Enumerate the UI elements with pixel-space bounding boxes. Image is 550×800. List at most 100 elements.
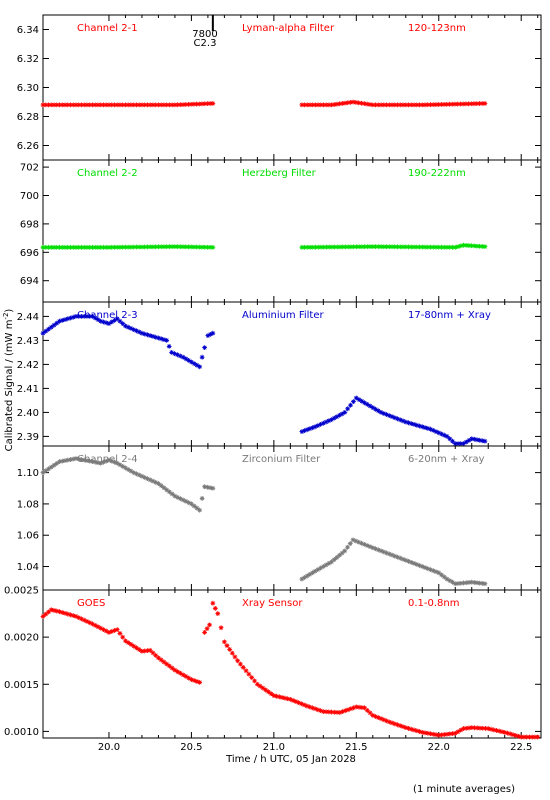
data-point <box>131 643 137 649</box>
data-point <box>103 102 109 108</box>
data-point <box>428 426 433 432</box>
data-point <box>271 693 277 698</box>
y-tick-label: 6.34 <box>17 25 39 36</box>
panel-band-label: 17-80nm + Xray <box>408 310 491 321</box>
data-point <box>406 102 411 108</box>
data-point <box>444 434 450 439</box>
data-point <box>479 581 485 586</box>
data-point <box>202 101 208 107</box>
data-point <box>252 678 257 684</box>
data-point <box>145 244 150 250</box>
data-point <box>389 414 395 420</box>
data-point <box>59 610 65 615</box>
data-point <box>318 422 323 427</box>
data-point <box>474 580 480 586</box>
data-point <box>106 244 112 250</box>
data-point <box>84 314 90 319</box>
data-point <box>191 244 197 250</box>
data-point <box>428 102 433 108</box>
data-point <box>466 725 472 731</box>
data-point <box>254 681 260 687</box>
y-tick-label: 1.04 <box>17 562 39 573</box>
data-point <box>183 102 189 107</box>
y-tick-label: 1.10 <box>17 468 39 479</box>
data-point <box>414 728 420 734</box>
data-point <box>302 575 307 580</box>
data-point <box>428 244 433 250</box>
footnote: (1 minute averages) <box>413 784 515 795</box>
y-tick-label: 696 <box>20 248 39 259</box>
data-point <box>466 438 472 443</box>
data-point <box>95 102 101 108</box>
data-point <box>318 565 323 571</box>
data-point <box>205 101 210 107</box>
data-point <box>46 466 51 472</box>
data-point <box>463 101 469 107</box>
data-point <box>320 564 326 569</box>
data-point <box>444 244 450 250</box>
data-point <box>65 316 71 322</box>
data-point <box>373 406 378 412</box>
data-point <box>342 708 348 714</box>
data-point <box>381 244 387 250</box>
data-point <box>128 244 134 250</box>
data-point <box>79 102 84 108</box>
data-point <box>81 314 87 319</box>
data-point <box>450 438 455 444</box>
data-point <box>304 102 310 108</box>
data-point <box>40 470 46 476</box>
panel-2: 694 696 698 700 702 Channel 2-2 Herzberg Filte… <box>20 159 542 303</box>
data-point <box>334 414 340 420</box>
data-point <box>125 640 131 646</box>
data-point <box>471 580 477 585</box>
data-point <box>76 102 82 108</box>
data-point <box>458 243 464 249</box>
data-point <box>57 609 62 615</box>
data-point <box>186 500 192 506</box>
data-point <box>452 581 458 587</box>
data-point <box>361 541 367 547</box>
data-point <box>106 321 112 326</box>
data-point <box>312 424 318 430</box>
data-point <box>229 650 235 656</box>
data-point <box>447 101 452 107</box>
panel-channel-label: Channel 2-2 <box>77 168 138 179</box>
data-point <box>172 244 178 250</box>
data-point <box>425 102 431 108</box>
data-point <box>172 667 178 673</box>
data-point <box>40 330 46 336</box>
data-point <box>249 675 255 680</box>
data-point <box>293 699 299 704</box>
data-point <box>180 354 186 360</box>
data-point <box>452 244 458 250</box>
y-tick-label: 702 <box>20 163 39 174</box>
data-point <box>98 460 104 466</box>
data-point <box>103 244 109 250</box>
data-point <box>123 638 128 644</box>
data-point <box>477 437 483 443</box>
data-point <box>158 657 164 663</box>
panel-frame <box>42 445 542 591</box>
data-point <box>59 318 65 323</box>
data-point <box>65 611 71 617</box>
data-point <box>411 560 417 566</box>
data-point <box>422 565 428 570</box>
data-point <box>438 102 444 107</box>
data-point <box>356 539 362 545</box>
data-point <box>375 715 381 720</box>
data-point <box>378 548 384 554</box>
data-point <box>120 634 126 640</box>
data-point <box>348 244 354 250</box>
data-point <box>57 102 62 108</box>
x-tick-label: 21.5 <box>345 742 367 753</box>
data-point <box>161 659 167 665</box>
data-point <box>381 549 387 555</box>
data-point <box>128 468 134 474</box>
data-point <box>299 429 305 434</box>
data-point <box>59 244 65 250</box>
data-point <box>131 470 137 476</box>
data-point <box>326 560 332 566</box>
data-point <box>461 580 466 586</box>
data-point <box>362 705 367 711</box>
data-point <box>48 324 54 330</box>
